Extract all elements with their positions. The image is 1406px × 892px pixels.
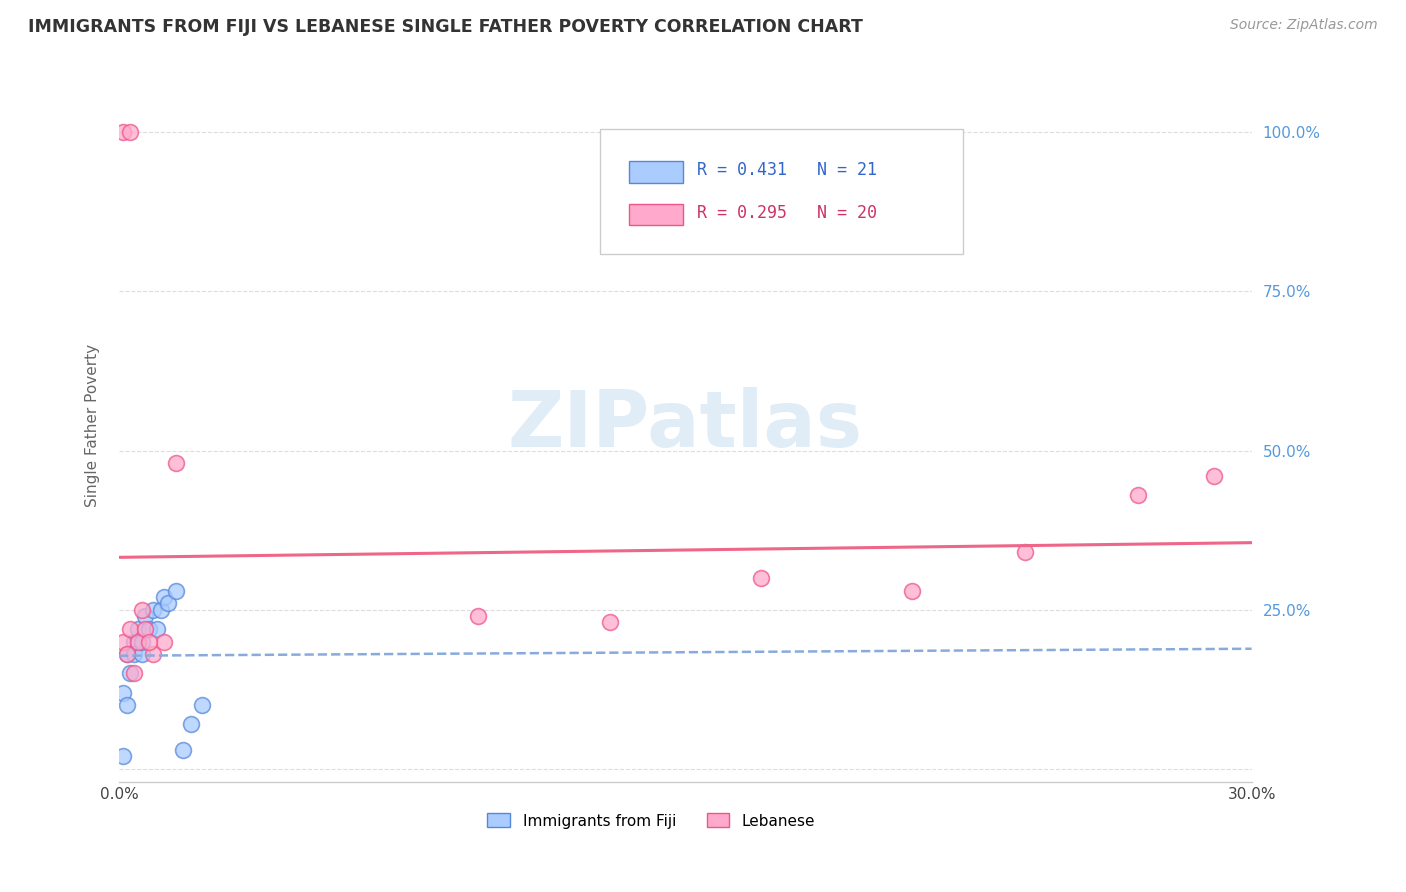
Point — [120, 666, 142, 681]
Point — [1202, 469, 1225, 483]
Text: Source: ZipAtlas.com: Source: ZipAtlas.com — [1230, 18, 1378, 32]
Bar — [628, 161, 683, 183]
Point — [153, 634, 176, 648]
Point — [142, 603, 165, 617]
Point — [1014, 545, 1036, 559]
Text: ZIPatlas: ZIPatlas — [508, 387, 863, 463]
Point — [134, 609, 156, 624]
Point — [127, 634, 149, 648]
Point — [157, 596, 180, 610]
Point — [131, 603, 153, 617]
Text: R = 0.431   N = 21: R = 0.431 N = 21 — [696, 161, 877, 179]
FancyBboxPatch shape — [600, 129, 963, 254]
Point — [165, 583, 187, 598]
Point — [172, 743, 194, 757]
Point — [146, 622, 169, 636]
Point — [165, 456, 187, 470]
Point — [142, 648, 165, 662]
Point — [191, 698, 214, 713]
Point — [127, 622, 149, 636]
Bar — [628, 204, 683, 226]
Y-axis label: Single Father Poverty: Single Father Poverty — [86, 343, 100, 507]
Point — [599, 615, 621, 630]
Point — [122, 666, 145, 681]
Text: IMMIGRANTS FROM FIJI VS LEBANESE SINGLE FATHER POVERTY CORRELATION CHART: IMMIGRANTS FROM FIJI VS LEBANESE SINGLE … — [28, 18, 863, 36]
Point — [153, 590, 176, 604]
Point — [122, 634, 145, 648]
Point — [115, 648, 138, 662]
Point — [111, 634, 134, 648]
Point — [901, 583, 924, 598]
Point — [115, 698, 138, 713]
Point — [120, 125, 142, 139]
Point — [111, 685, 134, 699]
Point — [115, 648, 138, 662]
Point — [131, 648, 153, 662]
Point — [749, 571, 772, 585]
Point — [134, 622, 156, 636]
Point — [467, 609, 489, 624]
Point — [111, 125, 134, 139]
Point — [131, 634, 153, 648]
Point — [111, 749, 134, 764]
Point — [138, 622, 160, 636]
Text: R = 0.295   N = 20: R = 0.295 N = 20 — [696, 204, 877, 222]
Point — [1128, 488, 1150, 502]
Point — [149, 603, 172, 617]
Point — [122, 648, 145, 662]
Point — [120, 622, 142, 636]
Point — [138, 634, 160, 648]
Legend: Immigrants from Fiji, Lebanese: Immigrants from Fiji, Lebanese — [481, 807, 821, 835]
Point — [180, 717, 202, 731]
